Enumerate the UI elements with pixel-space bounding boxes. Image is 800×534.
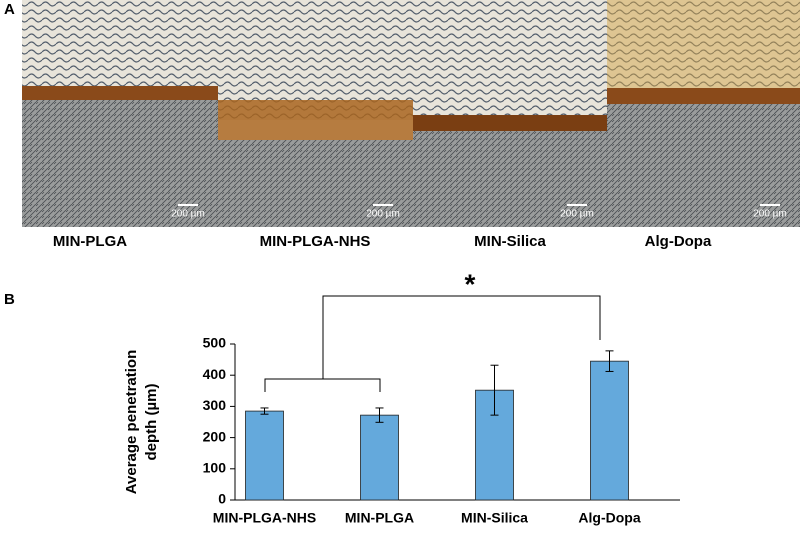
image-top [22, 0, 218, 100]
image-caption: MIN-PLGA-NHS [260, 233, 371, 250]
image-top [607, 0, 800, 100]
image-bottom [413, 131, 607, 227]
image-band [22, 86, 218, 100]
y-tick-label: 200 [203, 428, 227, 444]
bracket [264, 378, 381, 392]
y-tick-label: 400 [203, 366, 227, 382]
panel-label: A [4, 1, 15, 18]
panel-label: B [4, 291, 15, 308]
scale-bar-label: 200 µm [171, 209, 205, 220]
x-tick-label: MIN-Silica [461, 510, 528, 526]
image-bottom [607, 104, 800, 227]
scale-bar-label: 200 µm [366, 209, 400, 220]
significance-brackets [264, 295, 601, 392]
y-tick-label: 300 [203, 397, 227, 413]
bar [360, 414, 399, 501]
image-band [218, 100, 413, 140]
bar [245, 410, 284, 501]
x-tick-label: Alg-Dopa [578, 510, 640, 526]
y-tick-label: 100 [203, 460, 227, 476]
y-axis-label: depth (µm) [143, 384, 160, 461]
x-tick-label: MIN-PLGA-NHS [213, 510, 316, 526]
image-caption: MIN-PLGA [53, 233, 127, 250]
micrographs [22, 0, 800, 227]
image-band [413, 115, 607, 131]
y-axis-label: Average penetration [123, 350, 140, 495]
image-caption: MIN-Silica [474, 233, 546, 250]
significance-star: * [465, 268, 476, 299]
y-tick-label: 0 [218, 491, 226, 507]
y-tick-label: 500 [203, 335, 227, 351]
image-bottom [218, 140, 413, 227]
scale-bar-label: 200 µm [753, 209, 787, 220]
image-top [413, 0, 607, 125]
x-tick-label: MIN-PLGA [345, 510, 414, 526]
scale-bar-label: 200 µm [560, 209, 594, 220]
bar [590, 360, 629, 501]
image-caption: Alg-Dopa [645, 233, 712, 250]
image-band [607, 88, 800, 104]
bracket [322, 295, 601, 379]
